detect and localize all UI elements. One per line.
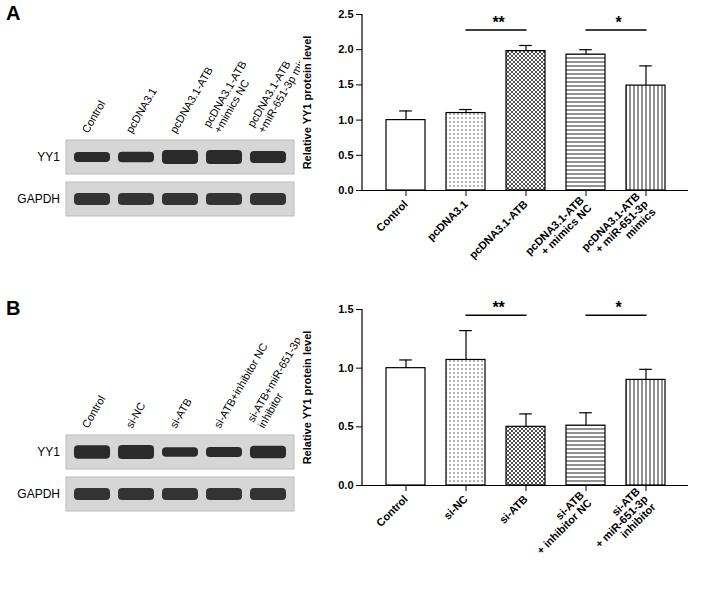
svg-text:YY1: YY1 [37,150,60,164]
svg-text:si-ATB+ inhibitor NC: si-ATB+ inhibitor NC [526,489,594,557]
svg-text:**: ** [492,14,505,31]
svg-text:Control: Control [79,98,107,135]
svg-text:si-ATB+ miR-651-3pinhibitor: si-ATB+ miR-651-3pinhibitor [585,484,658,557]
svg-text:2.0: 2.0 [338,43,353,55]
svg-text:Control: Control [374,493,410,529]
svg-text:0.0: 0.0 [338,479,353,491]
svg-text:pcDNA3.1-ATB: pcDNA3.1-ATB [467,198,530,261]
svg-text:Control: Control [79,393,107,430]
svg-text:**: ** [492,299,505,316]
svg-text:si-ATB+miR-651-3pinhibitor: si-ATB+miR-651-3pinhibitor [245,335,300,430]
svg-text:pcDNA3.1: pcDNA3.1 [425,198,470,243]
html-text:+mimics NC: +mimics NC [211,77,252,135]
svg-text:0.5: 0.5 [338,420,353,432]
svg-text:GAPDH: GAPDH [17,487,60,501]
svg-text:*: * [615,14,622,31]
svg-text:pcDNA3.1-ATB+ mimics NC: pcDNA3.1-ATB+ mimics NC [523,194,594,265]
svg-text:0.5: 0.5 [338,149,353,161]
svg-text:1.0: 1.0 [338,362,353,374]
svg-text:Relative YY1 protein level: Relative YY1 protein level [301,36,313,170]
svg-text:*: * [615,299,622,316]
svg-text:si-ATB: si-ATB [167,396,193,430]
svg-text:B: B [6,297,20,319]
svg-text:YY1: YY1 [37,445,60,459]
svg-text:si-ATB+inhibitor NC: si-ATB+inhibitor NC [211,340,270,430]
svg-text:pcDNA3.1-ATB+miR-651-3p mimics: pcDNA3.1-ATB+miR-651-3p mimics [245,35,300,135]
svg-text:Relative YY1 protein level: Relative YY1 protein level [301,331,313,465]
svg-text:si-NC: si-NC [441,493,470,522]
svg-text:pcDNA3.1: pcDNA3.1 [123,86,158,135]
svg-text:GAPDH: GAPDH [17,192,60,206]
svg-text:si-ATB: si-ATB [497,493,530,526]
svg-text:2.5: 2.5 [338,8,353,20]
svg-text:pcDNA3.1-ATB: pcDNA3.1-ATB [167,64,215,135]
svg-text:1.5: 1.5 [338,78,353,90]
svg-text:pcDNA3.1-ATB+ miR-651-3pmimics: pcDNA3.1-ATB+ miR-651-3pmimics [579,190,658,269]
svg-text:0.0: 0.0 [338,184,353,196]
svg-text:1.5: 1.5 [338,303,353,315]
svg-text:A: A [6,2,20,24]
svg-text:si-NC: si-NC [123,400,147,430]
svg-text:1.0: 1.0 [338,114,353,126]
svg-text:Control: Control [374,198,410,234]
